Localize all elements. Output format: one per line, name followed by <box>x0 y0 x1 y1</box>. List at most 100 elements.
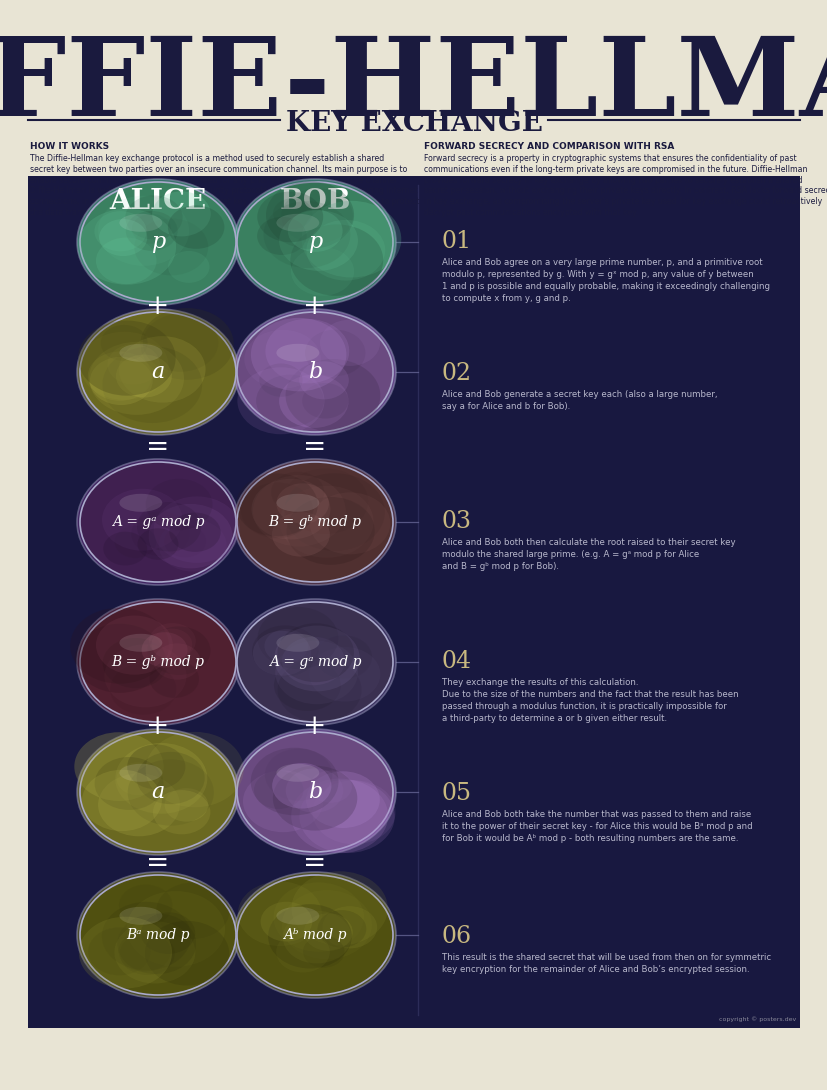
Ellipse shape <box>96 616 173 675</box>
Ellipse shape <box>237 732 393 852</box>
Ellipse shape <box>264 629 308 663</box>
Text: They exchange the results of this calculation.: They exchange the results of this calcul… <box>442 678 638 687</box>
Ellipse shape <box>279 210 357 270</box>
Ellipse shape <box>304 329 365 376</box>
Text: passed through a modulus function, it is practically impossible for: passed through a modulus function, it is… <box>442 702 726 711</box>
Ellipse shape <box>154 496 240 562</box>
Ellipse shape <box>309 493 390 555</box>
Ellipse shape <box>244 330 320 389</box>
Ellipse shape <box>304 913 352 950</box>
Ellipse shape <box>79 917 172 989</box>
Text: it to the power of their secret key - for Alice this would be Bᵃ mod p and: it to the power of their secret key - fo… <box>442 822 752 831</box>
Text: KEY EXCHANGE: KEY EXCHANGE <box>285 110 542 137</box>
Ellipse shape <box>251 626 318 677</box>
Ellipse shape <box>168 251 209 282</box>
Text: 01: 01 <box>442 230 471 253</box>
Ellipse shape <box>103 638 168 688</box>
Ellipse shape <box>290 247 354 295</box>
Ellipse shape <box>115 743 207 814</box>
Text: communications even if the long-term private keys are compromised in the future.: communications even if the long-term pri… <box>423 165 806 173</box>
Ellipse shape <box>98 774 179 836</box>
Ellipse shape <box>309 647 380 702</box>
Ellipse shape <box>237 312 393 432</box>
Ellipse shape <box>77 600 239 725</box>
Text: Alice and Bob both take the number that was passed to them and raise: Alice and Bob both take the number that … <box>442 810 750 819</box>
Ellipse shape <box>88 928 151 976</box>
Text: provides forward secrecy in key exchange by allowing two parties to securely est: provides forward secrecy in key exchange… <box>423 175 801 184</box>
Ellipse shape <box>291 778 388 853</box>
Ellipse shape <box>277 657 361 723</box>
Ellipse shape <box>96 238 156 284</box>
Ellipse shape <box>251 748 338 815</box>
Ellipse shape <box>241 483 313 538</box>
Text: 06: 06 <box>442 925 471 948</box>
Ellipse shape <box>237 882 322 946</box>
Ellipse shape <box>234 308 395 435</box>
Ellipse shape <box>88 351 152 401</box>
Ellipse shape <box>89 342 184 415</box>
Text: =: = <box>146 434 170 460</box>
Ellipse shape <box>127 760 213 825</box>
Text: Bᵃ mod p: Bᵃ mod p <box>126 928 189 942</box>
Ellipse shape <box>276 483 328 523</box>
Text: Due to the size of the numbers and the fact that the result has been: Due to the size of the numbers and the f… <box>442 690 738 699</box>
Ellipse shape <box>285 768 343 813</box>
Ellipse shape <box>274 626 360 691</box>
Ellipse shape <box>237 602 393 722</box>
Ellipse shape <box>257 607 338 669</box>
Text: modulo the shared large prime. (e.g. A = gᵃ mod p for Alice: modulo the shared large prime. (e.g. A =… <box>442 550 699 559</box>
Text: p: p <box>308 231 322 253</box>
Text: DIFFIE-HELLMAN: DIFFIE-HELLMAN <box>0 32 827 140</box>
Ellipse shape <box>145 921 229 985</box>
Ellipse shape <box>315 635 371 679</box>
Text: 05: 05 <box>442 782 471 806</box>
Ellipse shape <box>273 765 357 831</box>
Ellipse shape <box>98 196 189 266</box>
Ellipse shape <box>137 502 201 552</box>
Ellipse shape <box>102 901 191 970</box>
Ellipse shape <box>274 659 341 711</box>
Ellipse shape <box>237 462 393 582</box>
Ellipse shape <box>120 933 174 976</box>
Ellipse shape <box>279 375 348 428</box>
Ellipse shape <box>141 912 195 954</box>
Ellipse shape <box>77 872 239 998</box>
Ellipse shape <box>265 319 349 384</box>
Ellipse shape <box>136 752 204 804</box>
Text: to compute x from y, g and p.: to compute x from y, g and p. <box>442 294 570 303</box>
Ellipse shape <box>154 643 200 679</box>
Ellipse shape <box>272 512 329 557</box>
Ellipse shape <box>299 361 348 399</box>
Ellipse shape <box>275 641 357 704</box>
Ellipse shape <box>299 779 394 853</box>
Text: 04: 04 <box>442 650 471 673</box>
Text: Forward secrecy is a property in cryptographic systems that ensures the confiden: Forward secrecy is a property in cryptog… <box>423 154 796 164</box>
Ellipse shape <box>94 756 163 810</box>
Ellipse shape <box>82 770 161 831</box>
Ellipse shape <box>254 771 303 809</box>
Ellipse shape <box>102 488 183 550</box>
Ellipse shape <box>164 525 206 558</box>
Ellipse shape <box>272 763 331 809</box>
Text: ALICE: ALICE <box>109 187 206 215</box>
Ellipse shape <box>90 356 152 405</box>
Ellipse shape <box>149 623 196 659</box>
Ellipse shape <box>80 331 169 400</box>
Ellipse shape <box>237 875 393 995</box>
Ellipse shape <box>131 511 189 556</box>
Ellipse shape <box>119 336 205 402</box>
Ellipse shape <box>303 936 344 968</box>
Text: enable secure communication without the need for any prior shared secret or secu: enable secure communication without the … <box>30 175 399 184</box>
Text: connections, in which the negotiated shared secret key is used for symmetric enc: connections, in which the negotiated sha… <box>30 197 419 206</box>
Ellipse shape <box>78 320 175 396</box>
Ellipse shape <box>114 525 156 558</box>
Ellipse shape <box>286 497 375 565</box>
Text: and B = gᵇ mod p for Bob).: and B = gᵇ mod p for Bob). <box>442 562 558 571</box>
Ellipse shape <box>80 462 236 582</box>
Text: decrypt past communications encrypted with that key.: decrypt past communications encrypted wi… <box>423 208 638 217</box>
Ellipse shape <box>281 891 371 959</box>
Text: BOB: BOB <box>279 187 351 215</box>
Ellipse shape <box>234 600 395 725</box>
Ellipse shape <box>103 347 202 423</box>
Ellipse shape <box>141 632 188 667</box>
